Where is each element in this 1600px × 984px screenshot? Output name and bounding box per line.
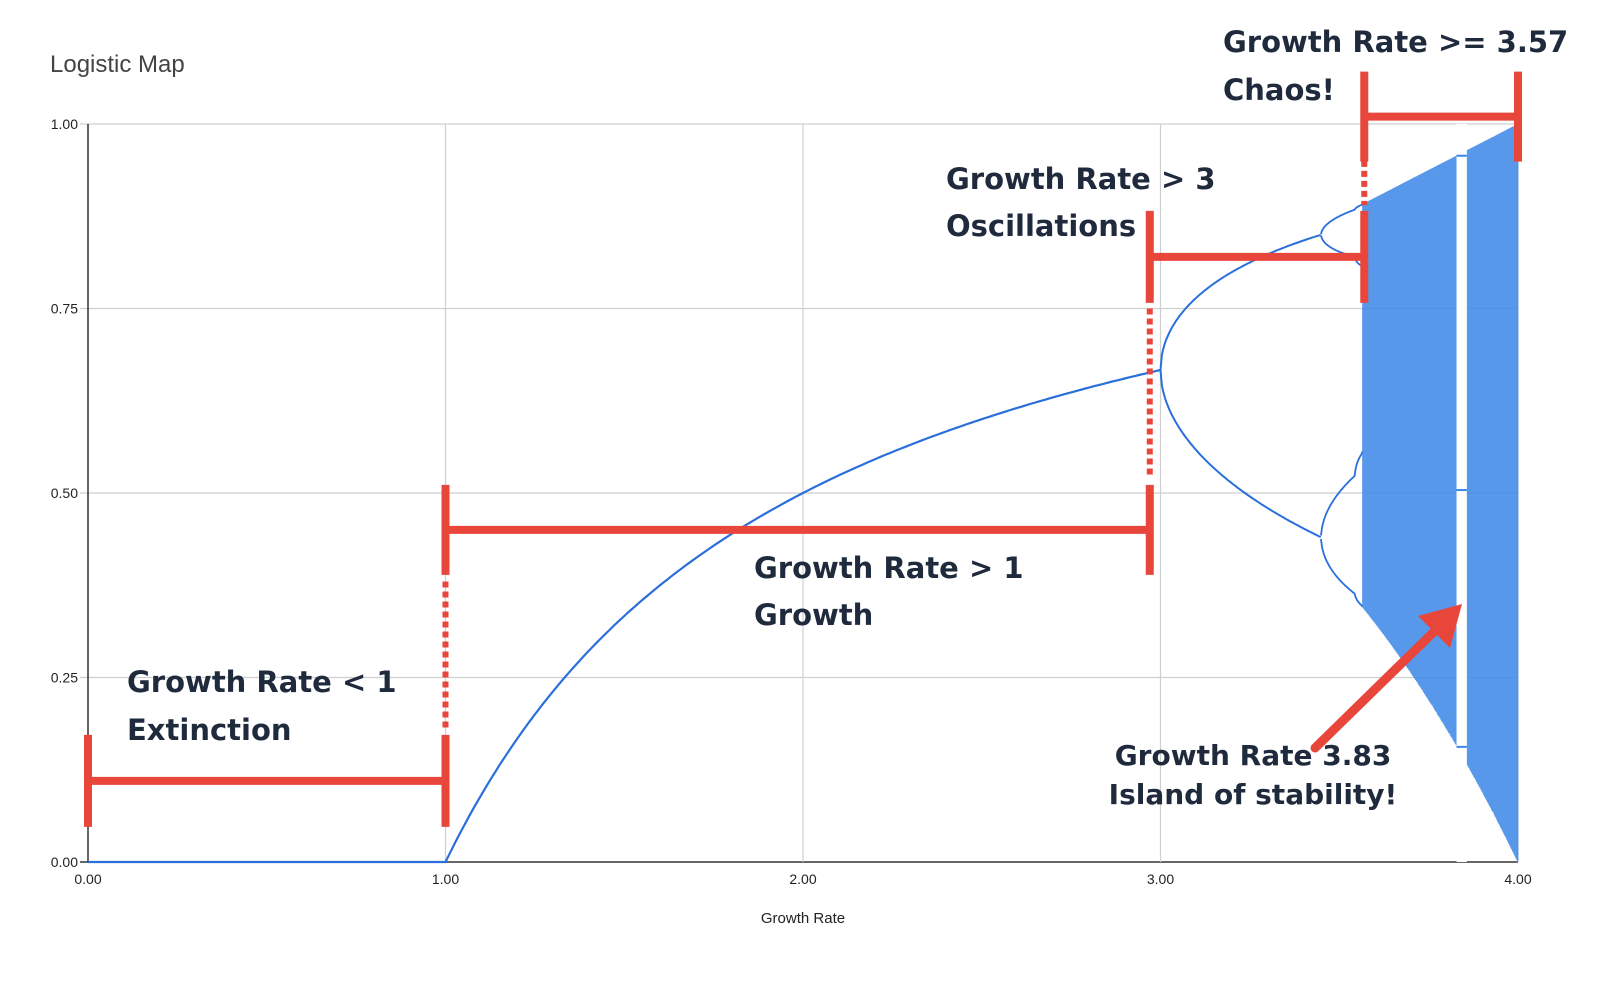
island-arrow-head xyxy=(1418,604,1462,648)
annotation-chaos-title: Growth Rate >= 3.57 xyxy=(1223,25,1568,59)
tick-labels: 0.00 0.25 0.50 0.75 1.00 0.00 1.00 2.00 3.00 4.00 xyxy=(51,116,1532,887)
fixed-point-branch xyxy=(88,368,1161,864)
x-tick-label: 1.00 xyxy=(432,871,459,887)
annotation-growth-subtitle: Growth xyxy=(754,598,873,632)
annotation-growth-title: Growth Rate > 1 xyxy=(754,551,1024,585)
annotation-island-title: Growth Rate 3.83 xyxy=(1115,739,1392,772)
island-arrow-shaft xyxy=(1310,611,1455,753)
period4-branch xyxy=(1320,235,1364,268)
annotation-oscillations-title: Growth Rate > 3 xyxy=(946,162,1216,196)
annotation-island-subtitle: Island of stability! xyxy=(1109,778,1398,811)
chaos-region xyxy=(1362,124,1519,862)
x-tick-label: 2.00 xyxy=(789,871,816,887)
period3-window-gap xyxy=(1456,124,1467,862)
period4-branch xyxy=(1320,538,1364,608)
annotation-oscillations-subtitle: Oscillations xyxy=(946,209,1136,243)
annotation-extinction-title: Growth Rate < 1 xyxy=(127,665,397,699)
annotation-brackets xyxy=(84,71,1522,827)
y-tick-label: 0.00 xyxy=(51,854,78,870)
x-tick-label: 3.00 xyxy=(1147,871,1174,887)
annotation-chaos-subtitle: Chaos! xyxy=(1223,73,1335,107)
y-tick-label: 0.75 xyxy=(51,301,78,317)
period4-branch xyxy=(1320,451,1364,536)
x-axis-label: Growth Rate xyxy=(761,910,845,927)
period2-upper-branch xyxy=(1159,233,1322,371)
x-tick-label: 0.00 xyxy=(74,871,101,887)
y-tick-label: 1.00 xyxy=(51,116,78,132)
period2-lower-branch xyxy=(1159,369,1322,539)
y-tick-label: 0.25 xyxy=(51,670,78,686)
bifurcation-curve xyxy=(88,203,1364,864)
chart-title: Logistic Map xyxy=(50,51,185,78)
period4-branch xyxy=(1320,203,1364,235)
x-tick-label: 4.00 xyxy=(1504,871,1531,887)
annotation-extinction-subtitle: Extinction xyxy=(127,713,292,747)
y-tick-label: 0.50 xyxy=(51,485,78,501)
